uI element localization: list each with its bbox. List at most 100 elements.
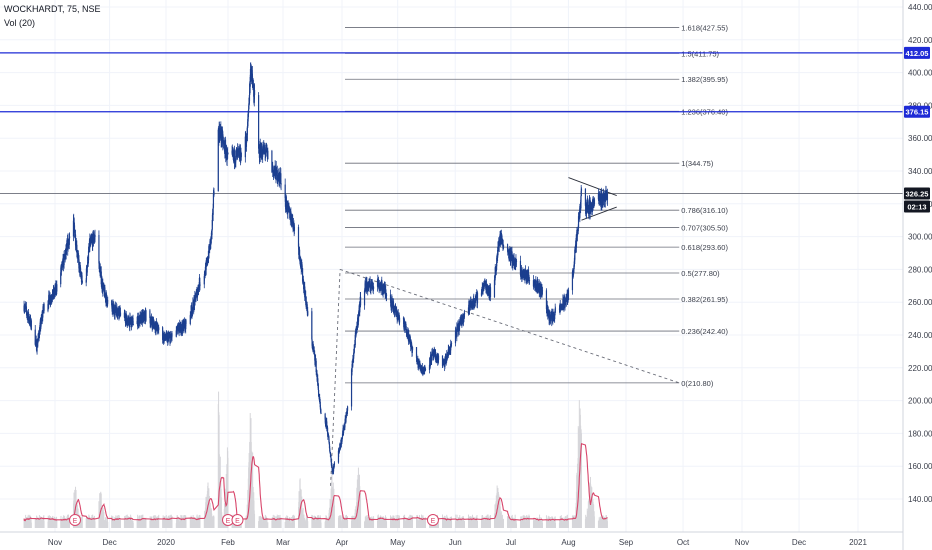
fib-level-label[interactable]: 0.618(293.60) bbox=[681, 243, 728, 252]
candle-body bbox=[572, 271, 575, 275]
fib-level-label[interactable]: 0.382(261.95) bbox=[681, 295, 728, 304]
candle-body bbox=[158, 327, 160, 331]
trendline[interactable] bbox=[568, 177, 617, 197]
candle-body bbox=[26, 310, 28, 314]
candle-body bbox=[145, 310, 147, 321]
volume-bar bbox=[486, 515, 488, 528]
volume-bar bbox=[64, 515, 66, 528]
hline-price-badge: 412.05 bbox=[906, 49, 929, 58]
candle-body bbox=[567, 290, 570, 300]
candle-body bbox=[280, 173, 282, 184]
candle-body bbox=[415, 347, 418, 358]
earnings-marker-circle[interactable] bbox=[69, 514, 82, 526]
y-tick-label: 140.00 bbox=[908, 495, 932, 504]
candle-body bbox=[116, 310, 118, 315]
x-tick-label: Apr bbox=[336, 538, 349, 547]
bar-countdown-badge-bg bbox=[904, 200, 930, 213]
candle-body bbox=[331, 471, 334, 473]
candle-body bbox=[278, 172, 280, 181]
symbol-title[interactable]: WOCKHARDT, 75, NSE bbox=[4, 4, 101, 14]
earnings-marker-label[interactable]: E bbox=[235, 518, 240, 525]
volume-bar bbox=[340, 515, 342, 528]
volume-bar bbox=[293, 517, 295, 528]
candle-body bbox=[199, 284, 201, 286]
candle-body bbox=[197, 285, 200, 292]
candle-body bbox=[47, 304, 49, 311]
volume-bar bbox=[94, 521, 96, 528]
fib-level-label[interactable]: 0.236(242.40) bbox=[681, 327, 728, 336]
candle-body bbox=[68, 238, 70, 245]
earnings-marker-label[interactable]: E bbox=[431, 518, 436, 525]
fib-level-label[interactable]: 0.786(316.10) bbox=[681, 206, 728, 215]
fib-level-label[interactable]: 0.707(305.50) bbox=[681, 224, 728, 233]
earnings-marker-label[interactable]: E bbox=[73, 518, 78, 525]
volume-bar bbox=[183, 515, 185, 528]
fibonacci-extension[interactable]: 1.618(427.55)1.5(411.75)1.382(395.95)1.2… bbox=[345, 23, 728, 388]
fib-level-label[interactable]: 1.5(411.75) bbox=[681, 49, 719, 58]
volume-bar bbox=[43, 521, 45, 528]
x-tick-label: May bbox=[390, 538, 405, 547]
fib-level-label[interactable]: 1.618(427.55) bbox=[681, 23, 728, 32]
trendline[interactable] bbox=[330, 269, 341, 486]
candle-body bbox=[278, 173, 280, 176]
fib-level-label[interactable]: 0(210.80) bbox=[681, 379, 714, 388]
hline-price-badge: 376.15 bbox=[906, 108, 929, 117]
x-tick-label: Nov bbox=[735, 538, 749, 547]
candle-body bbox=[30, 320, 32, 330]
volume-bar bbox=[303, 514, 305, 528]
x-tick-label: Dec bbox=[792, 538, 806, 547]
x-tick-label: Jun bbox=[449, 538, 462, 547]
volume-bar bbox=[194, 517, 196, 528]
trendline[interactable] bbox=[339, 268, 680, 384]
last-price-badge-bg bbox=[904, 187, 930, 200]
fib-level-label[interactable]: 0.5(277.80) bbox=[681, 269, 720, 278]
trendline[interactable] bbox=[581, 206, 617, 221]
candle-body bbox=[577, 216, 580, 229]
fib-level-label[interactable]: 1(344.75) bbox=[681, 159, 714, 168]
y-tick-label: 280.00 bbox=[908, 265, 932, 274]
candle-body bbox=[212, 193, 215, 208]
volume-bar bbox=[462, 517, 464, 528]
earnings-marker-circle[interactable] bbox=[231, 514, 244, 526]
candle-body bbox=[471, 305, 473, 308]
earnings-marker-circle[interactable] bbox=[426, 514, 439, 526]
volume-bar bbox=[606, 521, 608, 528]
volume-bar bbox=[470, 516, 472, 528]
volume-bar bbox=[261, 517, 263, 528]
candle-body bbox=[247, 109, 250, 114]
candle-body bbox=[276, 170, 278, 182]
candle-body bbox=[106, 295, 108, 301]
candle-body bbox=[359, 296, 362, 306]
x-tick-label: Feb bbox=[221, 538, 235, 547]
trendlines[interactable] bbox=[330, 177, 680, 486]
candle-body bbox=[162, 327, 164, 340]
volume-bar bbox=[528, 515, 530, 528]
candle-body bbox=[292, 223, 294, 230]
volume-bar bbox=[379, 515, 381, 528]
candle-body bbox=[259, 156, 261, 158]
volume-bar bbox=[485, 515, 487, 528]
horizontal-lines[interactable] bbox=[0, 52, 903, 194]
candle-body bbox=[501, 238, 503, 241]
candle-body bbox=[358, 311, 360, 318]
volume-bar bbox=[92, 514, 94, 528]
volume-bar bbox=[383, 517, 385, 528]
candle-body bbox=[350, 369, 353, 407]
candle-body bbox=[194, 295, 196, 305]
candle-body bbox=[68, 236, 71, 239]
candlesticks bbox=[23, 62, 609, 475]
candle-body bbox=[351, 364, 353, 372]
last-price-badge: 326.25 bbox=[906, 190, 929, 199]
earnings-marker-label[interactable]: E bbox=[226, 518, 231, 525]
volume-bar bbox=[397, 517, 399, 528]
candle-body bbox=[342, 430, 345, 433]
candle-body bbox=[497, 249, 499, 258]
candle-body bbox=[437, 355, 440, 360]
candle-body bbox=[515, 260, 518, 262]
volume-indicator-label[interactable]: Vol (20) bbox=[4, 18, 36, 28]
fib-level-label[interactable]: 1.382(395.95) bbox=[681, 75, 728, 84]
volume-bar bbox=[488, 516, 490, 528]
